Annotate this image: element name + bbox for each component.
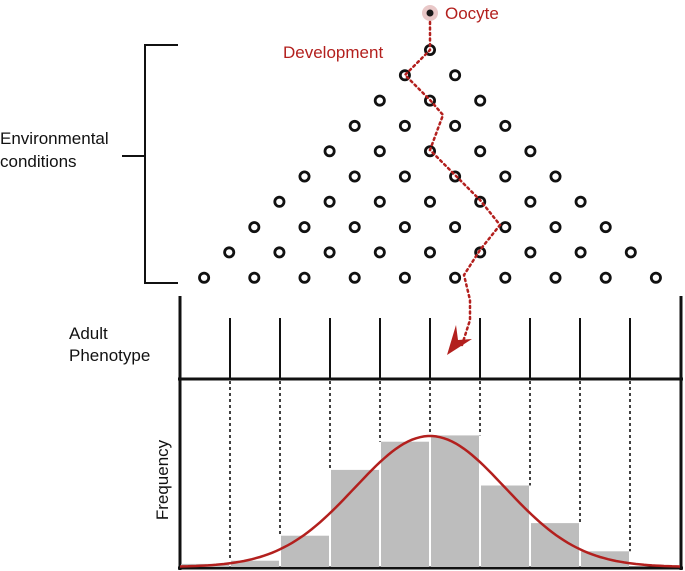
state-node (348, 170, 361, 183)
state-node (323, 145, 336, 158)
histogram-bar (481, 485, 529, 567)
development-path (403, 20, 502, 347)
state-node (499, 271, 512, 284)
state-node (323, 195, 336, 208)
state-node (449, 69, 462, 82)
state-node (273, 195, 286, 208)
state-node (223, 246, 236, 259)
state-node (198, 271, 211, 284)
state-node (398, 271, 411, 284)
state-node (398, 221, 411, 234)
state-node (524, 195, 537, 208)
histogram-bar (331, 469, 379, 567)
frequency-chart (179, 381, 681, 568)
adult-label-line1: Adult (69, 324, 108, 343)
state-node (298, 221, 311, 234)
frequency-axis-label: Frequency (153, 439, 172, 520)
state-node (574, 195, 587, 208)
state-node (373, 195, 386, 208)
normal-fit-curve (179, 434, 681, 568)
state-node (423, 195, 436, 208)
histogram-bar (381, 441, 429, 567)
histogram-bar (231, 560, 279, 567)
development-arrowhead-icon (447, 325, 472, 355)
state-node (273, 246, 286, 259)
environment-label-line1: Environmental (0, 129, 109, 148)
state-node (499, 119, 512, 132)
environment-bracket (122, 44, 178, 284)
state-node (599, 271, 612, 284)
histogram-bar (431, 435, 479, 567)
state-lattice (198, 44, 662, 284)
state-node (474, 246, 487, 259)
state-node (524, 145, 537, 158)
state-node (449, 119, 462, 132)
state-node (549, 271, 562, 284)
development-label: Development (283, 43, 383, 62)
state-node (248, 271, 261, 284)
state-node (323, 246, 336, 259)
state-node (649, 271, 662, 284)
state-node (624, 246, 637, 259)
state-node (574, 246, 587, 259)
state-node (499, 221, 512, 234)
state-node (474, 94, 487, 107)
state-node (298, 271, 311, 284)
state-node (499, 170, 512, 183)
state-node (449, 221, 462, 234)
state-node (449, 271, 462, 284)
state-node (549, 221, 562, 234)
state-node (549, 170, 562, 183)
environment-label-line2: conditions (0, 152, 77, 171)
histogram-bar (281, 535, 329, 567)
state-node (398, 119, 411, 132)
phenotype-panel (178, 296, 683, 570)
state-node (373, 145, 386, 158)
state-node (599, 221, 612, 234)
state-node (423, 246, 436, 259)
state-node (248, 221, 261, 234)
oocyte-nucleus-icon (426, 9, 434, 17)
state-node (373, 94, 386, 107)
state-node (524, 246, 537, 259)
state-node (348, 119, 361, 132)
state-node (298, 170, 311, 183)
oocyte-label: Oocyte (445, 4, 499, 23)
state-node (373, 246, 386, 259)
state-node (398, 170, 411, 183)
adult-label-line2: Phenotype (69, 346, 150, 365)
state-node (348, 271, 361, 284)
state-node (474, 145, 487, 158)
state-node (348, 221, 361, 234)
